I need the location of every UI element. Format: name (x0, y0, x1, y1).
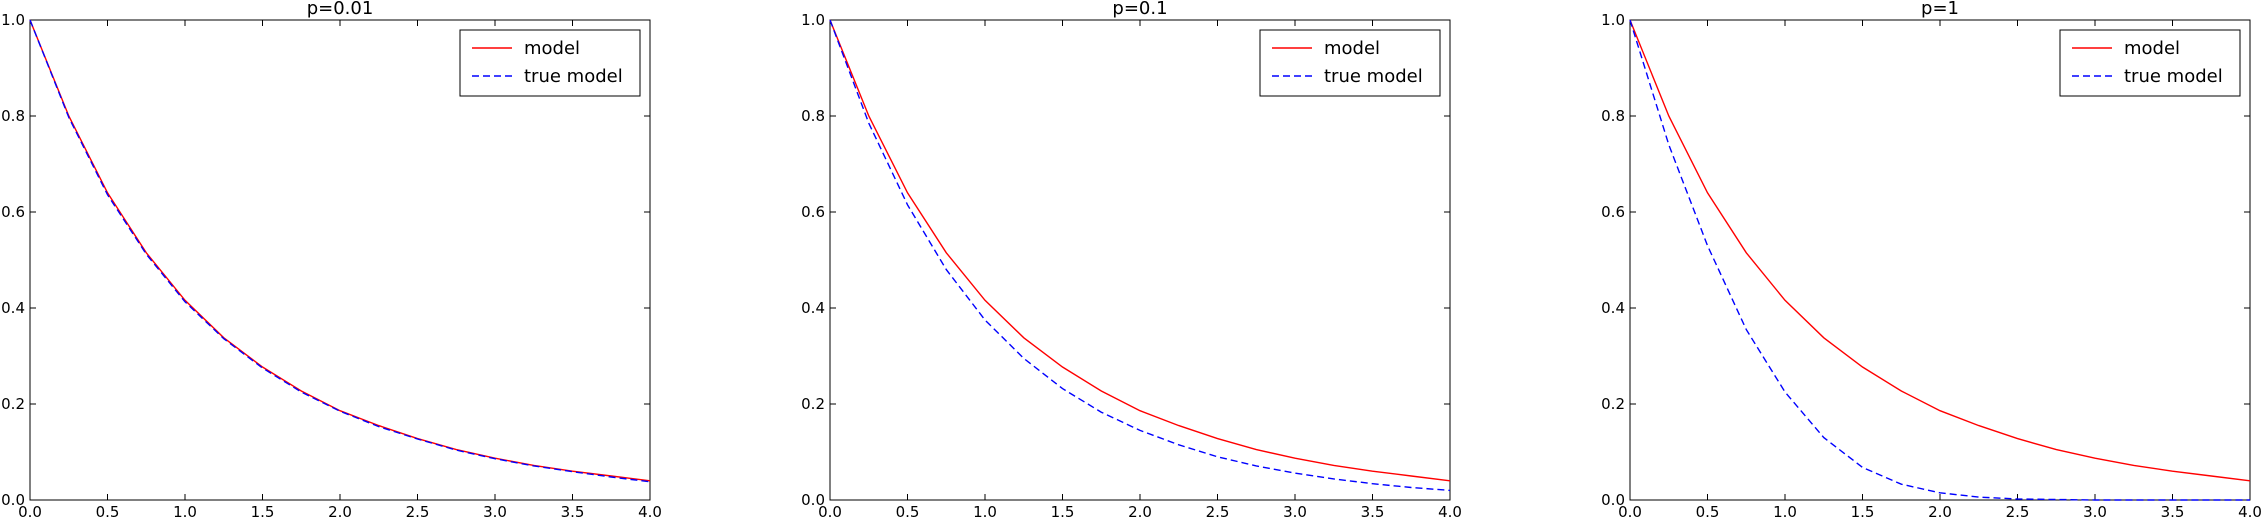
x-tick-label: 4.0 (1438, 503, 1462, 519)
x-tick-label: 3.5 (2161, 503, 2185, 519)
legend: model true model (1259, 29, 1441, 97)
x-tick-label: 0.0 (18, 503, 42, 519)
y-tick-label: 0.2 (1601, 395, 1625, 413)
x-tick-label: 1.0 (173, 503, 197, 519)
x-tick-label: 0.5 (1696, 503, 1720, 519)
legend: model true model (2059, 29, 2241, 97)
x-tick-label: 3.0 (483, 503, 507, 519)
y-tick-label: 1.0 (801, 11, 825, 29)
legend-label: model (2124, 38, 2180, 59)
y-tick-label: 0.2 (801, 395, 825, 413)
x-tick-label: 3.0 (1283, 503, 1307, 519)
y-tick-label: 0.8 (1, 107, 25, 125)
legend-box (459, 29, 641, 97)
chart-panel-2: 0.0 0.5 1.0 1.5 2.0 2.5 3.0 3.5 4.0 0.0 0.2 0.4 0.6 0… (801, 0, 1462, 519)
x-tick-label: 0.5 (896, 503, 920, 519)
chart-panel-3: 0.0 0.5 1.0 1.5 2.0 2.5 3.0 3.5 4.0 0.0 0.2 0.4 0.6 0… (1601, 0, 2262, 519)
legend-label: true model (2124, 66, 2223, 87)
x-tick-label: 0.0 (1618, 503, 1642, 519)
chart-panel-1: 0.0 0.5 1.0 1.5 2.0 2.5 3.0 3.5 4.0 0.0 0.2 0.4 0.6 0… (1, 0, 662, 519)
x-tick-label: 0.0 (818, 503, 842, 519)
series-line-true-model (1629, 19, 2250, 501)
y-tick-label: 0.4 (801, 299, 825, 317)
legend: model true model (459, 29, 641, 97)
x-tick-label: 2.5 (2006, 503, 2030, 519)
chart-title: p=1 (1921, 0, 1959, 19)
x-tick-label: 1.0 (1773, 503, 1797, 519)
x-tick-label: 1.5 (251, 503, 275, 519)
x-tick-label: 1.5 (1851, 503, 1875, 519)
legend-box (1259, 29, 1441, 97)
series-line-true-model (829, 19, 1451, 492)
x-tick-label: 2.0 (1128, 503, 1152, 519)
y-tick-label: 0.8 (801, 107, 825, 125)
plot-frame (829, 19, 1451, 501)
legend-label: true model (1324, 66, 1423, 87)
x-tick-label: 1.0 (973, 503, 997, 519)
x-tick-label: 2.0 (1928, 503, 1952, 519)
x-tick-label: 1.5 (1051, 503, 1075, 519)
y-tick-label: 0.0 (1601, 491, 1625, 509)
y-tick-label: 1.0 (1, 11, 25, 29)
y-tick-label: 0.8 (1601, 107, 1625, 125)
y-tick-label: 0.4 (1, 299, 25, 317)
y-tick-label: 0.6 (1601, 203, 1625, 221)
series-line-true-model (29, 19, 651, 483)
x-tick-label: 4.0 (2238, 503, 2262, 519)
plot-frame (29, 19, 651, 501)
chart-title: p=0.01 (307, 0, 374, 19)
y-tick-label: 0.0 (1, 491, 25, 509)
x-tick-label: 3.5 (561, 503, 585, 519)
y-tick-label: 1.0 (1601, 11, 1625, 29)
y-tick-label: 0.6 (801, 203, 825, 221)
plot-frame (1629, 19, 2251, 501)
x-tick-label: 4.0 (638, 503, 662, 519)
x-tick-label: 0.5 (96, 503, 120, 519)
y-tick-label: 0.2 (1, 395, 25, 413)
x-tick-label: 3.5 (1361, 503, 1385, 519)
legend-label: model (524, 38, 580, 59)
x-tick-label: 2.5 (406, 503, 430, 519)
series-line-model (1629, 19, 2251, 482)
y-tick-label: 0.0 (801, 491, 825, 509)
y-tick-label: 0.6 (1, 203, 25, 221)
series-line-model (829, 19, 1451, 482)
chart-title: p=0.1 (1112, 0, 1167, 19)
x-tick-label: 3.0 (2083, 503, 2107, 519)
x-tick-label: 2.5 (1206, 503, 1230, 519)
legend-box (2059, 29, 2241, 97)
x-tick-label: 2.0 (328, 503, 352, 519)
legend-label: true model (524, 66, 623, 87)
y-tick-label: 0.4 (1601, 299, 1625, 317)
legend-label: model (1324, 38, 1380, 59)
